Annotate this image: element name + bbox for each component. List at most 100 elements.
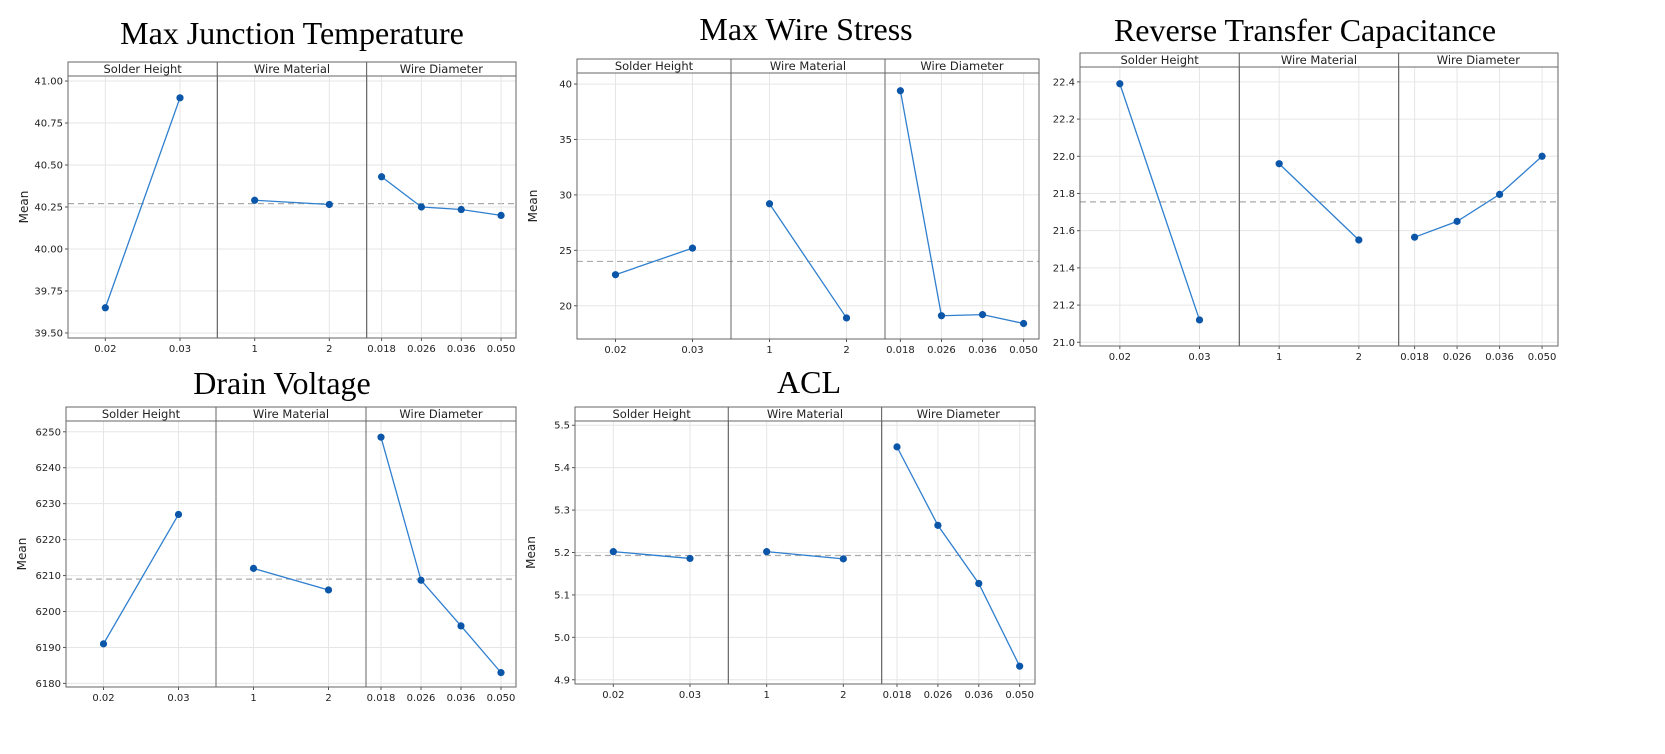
x-tick-label: 1 <box>250 693 256 704</box>
x-tick-label: 0.050 <box>1009 345 1038 356</box>
data-point <box>377 433 385 441</box>
data-point <box>417 203 426 211</box>
y-tick-label: 25 <box>559 246 572 257</box>
x-tick-label: 0.026 <box>407 344 436 355</box>
panel-strip-label: Wire Material <box>770 59 846 73</box>
panel-strip-label: Wire Diameter <box>1437 53 1520 67</box>
panel-frame <box>365 420 517 688</box>
data-point <box>978 311 987 319</box>
main-effects-chart: Max Junction Temperature 39.50 39.75 40.00 4… <box>17 15 517 355</box>
panel-frame <box>1238 66 1400 347</box>
data-point <box>457 622 465 630</box>
y-tick-label: 41.00 <box>34 77 63 88</box>
data-point <box>763 548 771 556</box>
x-tick-label: 0.018 <box>367 693 396 704</box>
y-tick-label: 40.00 <box>34 244 63 255</box>
data-point <box>975 579 983 588</box>
x-tick-label: 0.026 <box>924 690 953 701</box>
y-tick-label: 6220 <box>36 535 61 546</box>
panel-frame <box>730 72 886 340</box>
series-line <box>102 514 180 645</box>
data-point <box>101 304 109 312</box>
y-tick-label: 35 <box>559 135 572 146</box>
data-point <box>1538 152 1546 160</box>
x-tick-label: 0.03 <box>169 344 191 355</box>
main-effects-chart: ACL 4.9 5.0 5.1 5.2 5.3 5.4 5.5 Mean Solder Heigh… <box>524 364 1036 701</box>
data-point <box>457 205 465 214</box>
panel-strip-label: Wire Material <box>254 62 330 76</box>
x-tick-label: 0.03 <box>1188 352 1210 363</box>
data-point <box>325 200 333 209</box>
data-point <box>842 314 851 322</box>
main-effects-chart: Max Wire Stress 20 25 30 35 40 Mean Solder Heig… <box>526 11 1040 356</box>
panel-strip-label: Wire Diameter <box>399 407 482 421</box>
chart-title: Drain Voltage <box>193 365 370 401</box>
x-tick-label: 0.036 <box>447 693 476 704</box>
x-tick-label: 0.02 <box>94 344 116 355</box>
data-point <box>497 211 505 219</box>
panel-strip-label: Wire Diameter <box>920 59 1003 73</box>
data-point <box>99 640 108 648</box>
x-tick-label: 0.018 <box>886 345 915 356</box>
chart-title: Reverse Transfer Capacitance <box>1114 12 1496 48</box>
x-tick-label: 2 <box>326 344 332 355</box>
series-line <box>1278 163 1360 241</box>
y-tick-label: 21.2 <box>1053 301 1075 312</box>
panel-strip-label: Wire Diameter <box>917 407 1000 421</box>
main-effects-chart: Drain Voltage 6180 6190 6200 6210 6220 6230 624… <box>15 365 517 704</box>
panel-strip-label: Solder Height <box>613 407 692 421</box>
x-tick-label: 0.018 <box>367 344 396 355</box>
series-line <box>254 199 330 206</box>
x-tick-label: 2 <box>843 345 849 356</box>
x-tick-label: 0.03 <box>681 345 703 356</box>
data-point <box>686 554 694 563</box>
data-point <box>611 271 620 279</box>
panel-frame <box>884 72 1040 340</box>
series-line <box>104 97 181 308</box>
data-point <box>1275 160 1283 168</box>
y-tick-label: 22.0 <box>1053 152 1075 163</box>
x-tick-label: 0.02 <box>602 690 624 701</box>
data-point <box>1355 236 1363 244</box>
x-tick-label: 0.050 <box>1528 352 1557 363</box>
x-tick-label: 0.050 <box>1005 690 1034 701</box>
data-point <box>417 576 425 584</box>
panel-strip-label: Wire Material <box>253 407 329 421</box>
panel-strip-label: Solder Height <box>1121 53 1200 67</box>
y-tick-label: 21.4 <box>1053 263 1075 274</box>
data-point <box>765 200 774 208</box>
panel-strip-label: Wire Material <box>1281 53 1357 67</box>
chart-title: Max Junction Temperature <box>120 15 464 51</box>
y-tick-label: 6250 <box>36 427 61 438</box>
y-tick-label: 4.9 <box>554 675 570 686</box>
y-axis-label: Mean <box>15 538 29 571</box>
x-tick-label: 0.02 <box>92 693 114 704</box>
y-axis-label: Mean <box>526 190 540 223</box>
series-line <box>253 567 329 591</box>
y-tick-label: 5.5 <box>554 421 570 432</box>
panel-strip-label: Wire Material <box>767 407 843 421</box>
y-tick-label: 40.25 <box>34 203 63 214</box>
y-tick-label: 5.0 <box>554 633 570 644</box>
y-tick-label: 22.2 <box>1053 115 1075 126</box>
y-tick-label: 6190 <box>36 643 61 654</box>
y-axis-label: Mean <box>17 191 31 224</box>
x-tick-label: 0.018 <box>883 690 912 701</box>
y-tick-label: 21.0 <box>1053 338 1075 349</box>
y-tick-label: 39.50 <box>34 328 63 339</box>
x-tick-label: 0.050 <box>487 693 516 704</box>
x-tick-label: 1 <box>251 344 257 355</box>
y-tick-label: 22.4 <box>1053 77 1075 88</box>
x-tick-label: 2 <box>1356 352 1362 363</box>
y-tick-label: 6180 <box>36 679 61 690</box>
x-tick-label: 0.03 <box>167 693 189 704</box>
panel-strip-label: Solder Height <box>104 62 183 76</box>
series-line <box>766 551 844 560</box>
x-tick-label: 1 <box>1276 352 1282 363</box>
series-line <box>1119 83 1201 321</box>
y-tick-label: 21.8 <box>1053 189 1075 200</box>
data-point <box>1195 316 1204 324</box>
x-tick-label: 1 <box>766 345 772 356</box>
panel-strip-label: Wire Diameter <box>400 62 483 76</box>
